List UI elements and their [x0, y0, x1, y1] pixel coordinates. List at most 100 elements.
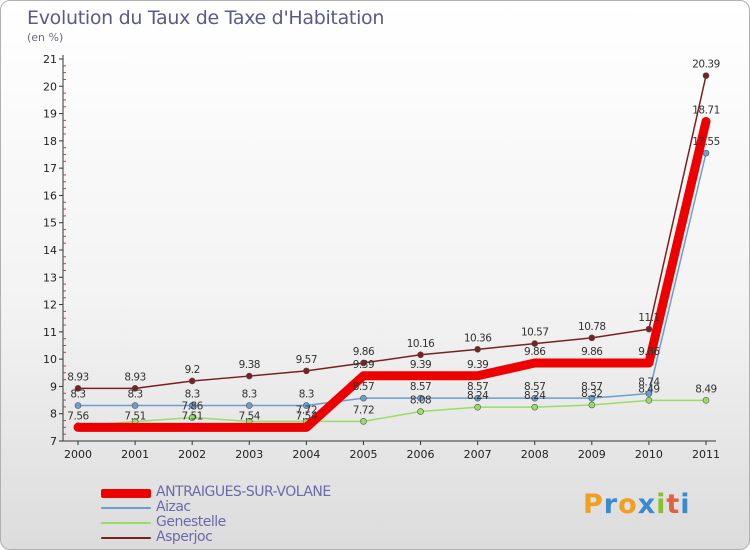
series-point-3 [303, 367, 310, 375]
data-label-2: 8.32 [581, 388, 602, 400]
data-label-1: 8.57 [467, 381, 488, 393]
data-label-3: 9.38 [239, 359, 260, 371]
data-label-0: 7.51 [181, 410, 202, 422]
data-label-1: 8.3 [299, 389, 314, 401]
series-point-2 [474, 403, 481, 411]
data-label-1: 8.3 [127, 389, 142, 401]
data-label-0: 9.86 [581, 346, 603, 358]
chart-title: Evolution du Taux de Taxe d'Habitation [27, 7, 385, 29]
data-label-1: 8.57 [410, 381, 431, 393]
x-tick-label: 2010 [635, 448, 663, 461]
series-point-3 [531, 340, 539, 347]
series-line-0 [73, 116, 711, 432]
series-point-3 [588, 334, 596, 342]
data-label-0: 7.54 [239, 410, 261, 422]
data-label-1: 8.57 [353, 381, 374, 393]
series-point-2 [188, 414, 196, 421]
data-label-3: 9.2 [185, 364, 200, 376]
y-tick-label: 14 [43, 244, 57, 257]
data-label-3: 10.78 [578, 321, 606, 333]
y-tick-label: 9 [50, 380, 57, 393]
series-point-1 [474, 394, 481, 402]
series-point-1 [131, 402, 139, 409]
logo-letter: i [656, 489, 667, 520]
y-tick-label: 10 [43, 353, 57, 366]
data-label-2: 8.49 [638, 383, 659, 395]
data-label-3: 8.93 [67, 371, 88, 383]
x-tick-label: 2009 [578, 448, 606, 461]
series-point-3 [702, 72, 710, 79]
data-label-1: 8.74 [638, 377, 660, 389]
series-point-2 [360, 418, 367, 425]
data-label-0: 7.54 [296, 410, 318, 422]
series-point-2 [588, 401, 596, 409]
data-label-0: 9.86 [524, 346, 546, 358]
x-tick-label: 2007 [464, 448, 492, 461]
data-label-3: 8.93 [124, 371, 145, 383]
y-tick-label: 21 [43, 53, 57, 66]
data-label-1: 8.57 [581, 381, 602, 393]
series-point-3 [188, 377, 196, 385]
series-point-1 [588, 394, 596, 402]
series-point-3 [417, 351, 424, 359]
series-point-2 [645, 397, 653, 404]
y-tick-label: 13 [43, 271, 57, 284]
proxiti-logo: Proxiti [583, 489, 691, 520]
data-label-2: 7.72 [296, 404, 317, 416]
data-label-0: 9.39 [410, 359, 431, 371]
data-label-3: 10.36 [464, 332, 492, 344]
y-tick-label: 12 [43, 299, 57, 312]
series-line-2 [77, 399, 707, 427]
legend-label: Genestelle [156, 514, 226, 530]
x-tick-label: 2001 [121, 448, 149, 461]
data-label-3: 9.57 [296, 354, 317, 366]
logo-letter: t [666, 489, 681, 520]
logo-letter: P [583, 489, 604, 520]
data-label-0: 18.71 [692, 104, 720, 116]
data-label-1: 8.57 [524, 381, 545, 393]
data-label-2: 8.24 [524, 390, 546, 402]
chart-subtitle: (en %) [27, 31, 64, 44]
logo-letter: r [603, 489, 619, 520]
legend-label: Asperjoc [156, 529, 213, 545]
data-label-0: 9.39 [353, 359, 374, 371]
y-tick-label: 16 [43, 189, 57, 202]
x-tick-label: 2008 [521, 448, 549, 461]
data-label-2: 7.86 [181, 401, 203, 413]
series-point-3 [645, 325, 653, 333]
series-point-1 [245, 402, 253, 409]
series-point-3 [245, 372, 253, 380]
x-tick-label: 2011 [692, 448, 720, 461]
data-label-3: 11.1 [638, 312, 659, 324]
series-point-1 [702, 149, 710, 157]
y-tick-label: 19 [43, 108, 57, 121]
data-label-2: 8.49 [695, 383, 716, 395]
series-point-2 [417, 408, 424, 415]
x-tick-label: 2006 [407, 448, 435, 461]
logo-letter: i [680, 489, 691, 520]
data-label-2: 7.72 [353, 404, 374, 416]
y-tick-label: 8 [50, 408, 57, 421]
data-label-1: 8.3 [242, 389, 257, 401]
data-label-3: 10.16 [407, 338, 435, 350]
legend-label: ANTRAIGUES-SUR-VOLANE [156, 484, 331, 500]
data-label-1: 8.3 [70, 389, 85, 401]
series-point-1 [303, 402, 310, 409]
data-label-0: 9.86 [638, 346, 660, 358]
y-tick-label: 11 [43, 326, 57, 339]
series-point-1 [188, 402, 196, 409]
x-tick-label: 2003 [235, 448, 263, 461]
legend-label: Aizac [156, 499, 191, 515]
data-label-1: 8.3 [185, 389, 200, 401]
data-label-0: 9.39 [467, 359, 488, 371]
series-point-3 [131, 385, 139, 392]
data-label-0: 7.56 [67, 410, 89, 422]
series-point-1 [645, 390, 653, 397]
series-point-1 [531, 394, 539, 402]
y-tick-label: 20 [43, 80, 57, 93]
data-label-3: 10.57 [521, 327, 549, 339]
x-tick-label: 2005 [349, 448, 377, 461]
y-tick-label: 15 [43, 217, 57, 230]
data-label-2: 8.24 [467, 390, 489, 402]
